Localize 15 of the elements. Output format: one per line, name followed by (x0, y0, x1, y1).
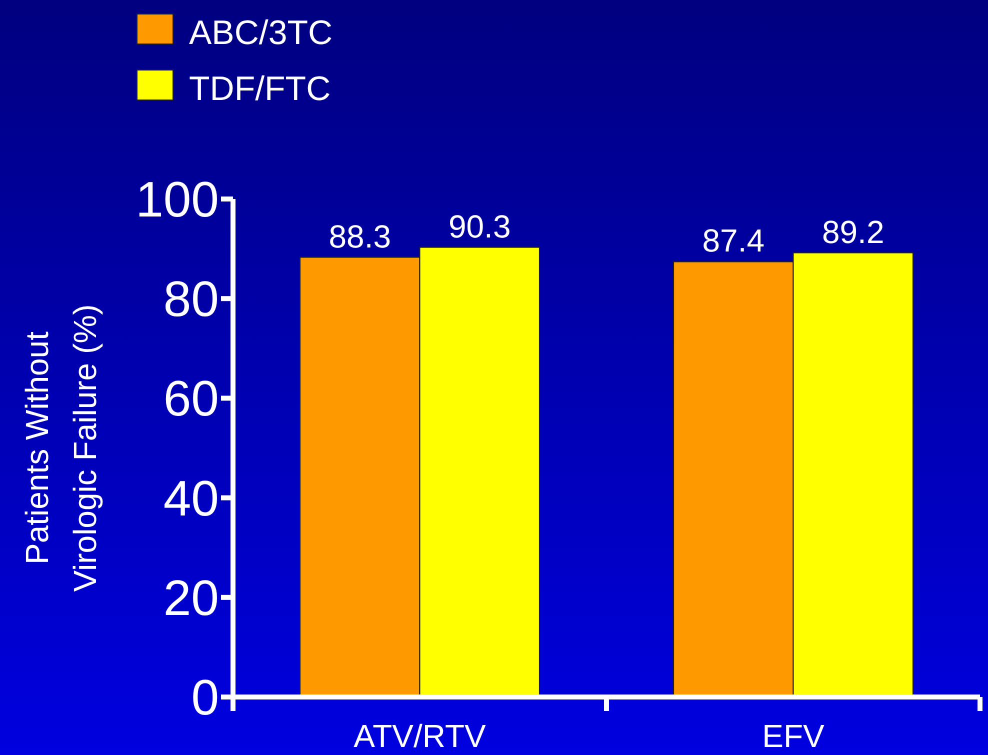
data-label: 87.4 (702, 222, 765, 259)
y-tick-label: 0 (191, 670, 219, 726)
legend-label: ABC/3TC (189, 14, 333, 52)
x-tick-label: EFV (762, 718, 826, 754)
x-tick-label: ATV/RTV (354, 718, 486, 754)
y-tick-label: 80 (163, 271, 219, 328)
y-axis-title: Patients Without Virologic Failure (%) (19, 304, 103, 592)
data-label: 89.2 (822, 214, 884, 250)
data-label: 88.3 (328, 218, 392, 254)
y-tick-label: 60 (163, 370, 219, 427)
y-tick-label: 20 (163, 570, 219, 626)
y-tick-label: 100 (136, 172, 219, 228)
data-label: 90.3 (448, 208, 511, 244)
legend-label: TDF/FTC (189, 70, 331, 108)
y-tick-label: 40 (163, 470, 219, 526)
